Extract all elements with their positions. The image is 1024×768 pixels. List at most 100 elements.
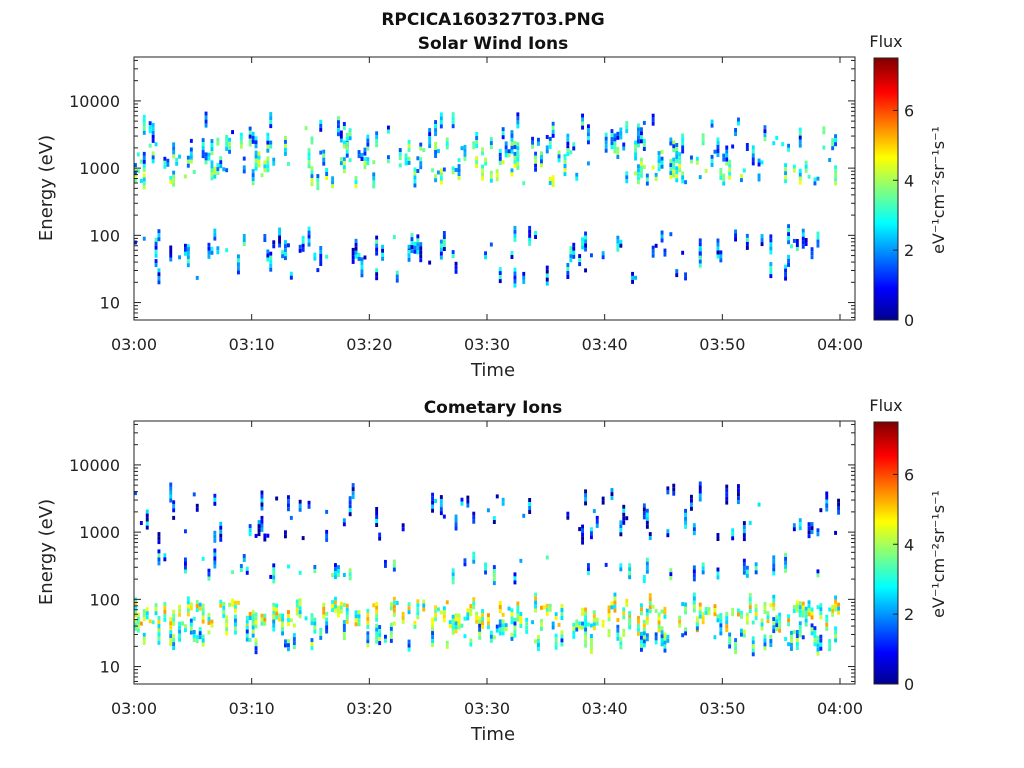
spectrogram-cell (345, 145, 349, 150)
spectrogram-cell (178, 633, 181, 638)
spectrogram-cell (307, 164, 311, 169)
spectrogram-cell (616, 235, 620, 240)
spectrogram-cell (434, 120, 437, 125)
spectrogram-cell (384, 559, 387, 564)
spectrogram-cell (616, 243, 620, 248)
spectrogram-cell (331, 604, 334, 609)
spectrogram-cell (172, 634, 176, 639)
spectrogram-cell (272, 157, 276, 162)
spectrogram-cell (501, 135, 505, 140)
spectrogram-cell (410, 233, 414, 238)
spectrogram-cell (784, 552, 787, 557)
spectrogram-cell (263, 234, 267, 238)
spectrogram-cell (795, 604, 799, 609)
spectrogram-cell (289, 618, 293, 623)
colorbar-tick-label: 6 (904, 465, 914, 484)
spectrogram-cell (189, 618, 193, 623)
spectrogram-cell (134, 167, 137, 172)
spectrogram-cell (192, 630, 196, 634)
spectrogram-cell (654, 609, 658, 613)
spectrogram-cell (787, 262, 790, 267)
spectrogram-cell (348, 572, 352, 577)
spectrogram-cell (375, 268, 379, 273)
spectrogram-cell (228, 149, 231, 154)
spectrogram-cell (581, 540, 584, 545)
spectrogram-cell (363, 161, 367, 166)
spectrogram-cell (472, 605, 476, 610)
spectrogram-cell (525, 617, 529, 622)
spectrogram-cell (372, 180, 376, 185)
spectrogram-cell (498, 275, 502, 280)
spectrogram-cell (634, 275, 637, 280)
spectrogram-cell (737, 612, 740, 617)
spectrogram-cell (681, 175, 685, 180)
spectrogram-cell (540, 155, 543, 160)
spectrogram-cell (545, 273, 549, 278)
spectrogram-cell (157, 268, 161, 273)
spectrogram-cell (584, 623, 587, 628)
spectrogram-cell (439, 120, 443, 125)
spectrogram-cell (681, 171, 685, 176)
spectrogram-cell (698, 255, 702, 260)
spectrogram-cell (457, 158, 461, 163)
spectrogram-cell (616, 247, 620, 252)
spectrogram-cell (245, 570, 249, 575)
spectrogram-cell (287, 647, 290, 652)
spectrogram-cell (792, 605, 796, 609)
spectrogram-cell (572, 622, 576, 627)
spectrogram-cell (816, 639, 820, 644)
spectrogram-cell (604, 148, 608, 153)
spectrogram-cell (342, 126, 346, 130)
spectrogram-cell (554, 633, 558, 638)
spectrogram-cell (537, 639, 540, 643)
spectrogram-cell (442, 606, 446, 611)
spectrogram-cell (439, 116, 443, 121)
spectrogram-cell (339, 161, 343, 166)
spectrogram-cell (772, 555, 776, 560)
spectrogram-cell (640, 643, 643, 648)
spectrogram-cell (242, 156, 246, 161)
spectrogram-cell (251, 633, 255, 638)
spectrogram-cell (613, 133, 617, 138)
spectrogram-cell (772, 625, 776, 630)
spectrogram-cell (184, 565, 187, 570)
spectrogram-cell (640, 647, 643, 652)
spectrogram-cell (254, 158, 258, 163)
spectrogram-cell (172, 613, 176, 618)
spectrogram-cell (516, 120, 520, 125)
spectrogram-cell (366, 146, 370, 151)
spectrogram-cell (804, 614, 808, 619)
spectrogram-cell (257, 163, 261, 168)
spectrogram-cell (372, 184, 376, 189)
spectrogram-cell (239, 132, 243, 137)
spectrogram-cell (537, 643, 540, 647)
spectrogram-cell (834, 530, 837, 535)
spectrogram-cell (172, 638, 176, 643)
spectrogram-cell (319, 262, 323, 266)
spectrogram-cell (660, 238, 664, 243)
spectrogram-cell (225, 143, 229, 147)
spectrogram-cell (757, 162, 761, 167)
spectrogram-cell (640, 631, 643, 636)
spectrogram-cell (419, 242, 423, 247)
spectrogram-cell (201, 556, 205, 561)
spectrogram-cell (237, 262, 240, 267)
spectrogram-cell (475, 144, 479, 148)
spectrogram-cell (531, 140, 534, 145)
spectrogram-cell (745, 143, 749, 147)
spectrogram-cell (231, 570, 234, 575)
spectrogram-cell (242, 558, 246, 562)
spectrogram-cell (640, 639, 643, 644)
spectrogram-cell (216, 141, 220, 146)
spectrogram-cell (248, 616, 252, 620)
spectrogram-cell (142, 181, 146, 186)
spectrogram-cell (637, 135, 640, 140)
spectrogram-cell (534, 167, 537, 172)
spectrogram-cell (763, 610, 767, 614)
spectrogram-cell (342, 632, 346, 636)
spectrogram-cell (701, 570, 705, 575)
spectrogram-cell (575, 172, 579, 177)
spectrogram-cell (672, 173, 676, 178)
spectrogram-cell (266, 140, 270, 145)
x-tick-label: 03:00 (111, 699, 157, 718)
